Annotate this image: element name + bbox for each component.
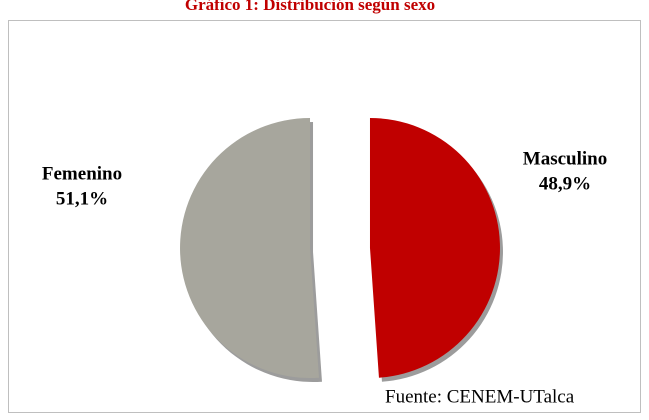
chart-title: Gráfico 1: Distribución según sexo bbox=[185, 0, 435, 14]
slice-value-label: 51,1% bbox=[56, 188, 108, 209]
slice-label: Femenino bbox=[42, 163, 122, 184]
slice-label: Masculino bbox=[523, 148, 607, 169]
chart-frame bbox=[8, 20, 641, 413]
source-note: Fuente: CENEM-UTalca bbox=[385, 386, 575, 407]
slice-value-label: 48,9% bbox=[539, 173, 591, 194]
pie-slice bbox=[180, 118, 319, 378]
pie-slice bbox=[369, 118, 500, 378]
